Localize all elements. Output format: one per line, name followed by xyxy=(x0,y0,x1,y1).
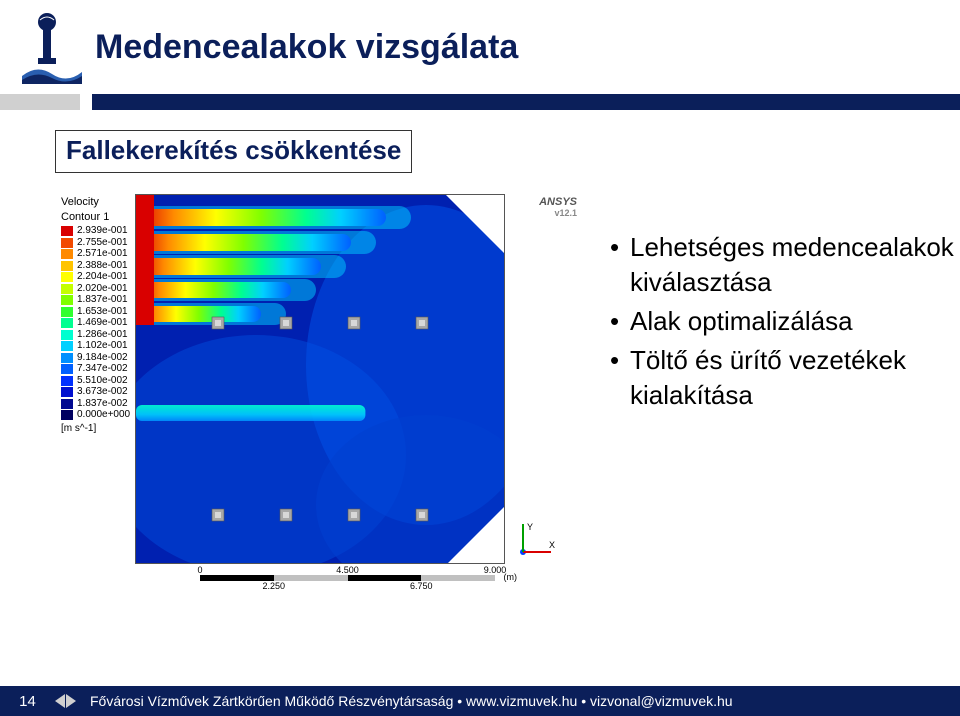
legend-row: 2.020e-001 xyxy=(61,283,130,295)
legend-row: 3.673e-002 xyxy=(61,386,130,398)
company-logo xyxy=(22,12,82,97)
legend-row: 1.469e-001 xyxy=(61,317,130,329)
chart-legend: Velocity Contour 1 2.939e-0012.755e-0012… xyxy=(61,196,130,434)
legend-value: 9.184e-002 xyxy=(77,352,128,364)
legend-row: 2.204e-001 xyxy=(61,271,130,283)
bullet-item: Lehetséges medencealakok kiválasztása xyxy=(610,230,960,300)
legend-value: 2.020e-001 xyxy=(77,283,128,295)
legend-row: 1.286e-001 xyxy=(61,329,130,341)
legend-value: 1.469e-001 xyxy=(77,317,128,329)
footer-nav-arrows[interactable] xyxy=(55,694,76,708)
legend-swatch xyxy=(61,307,73,317)
legend-swatch xyxy=(61,272,73,282)
legend-swatch xyxy=(61,376,73,386)
legend-value: 2.939e-001 xyxy=(77,225,128,237)
legend-value: 1.837e-001 xyxy=(77,294,128,306)
legend-row: 5.510e-002 xyxy=(61,375,130,387)
title-bar-left xyxy=(0,94,80,110)
legend-value: 2.204e-001 xyxy=(77,271,128,283)
chart-software-logo: ANSYS v12.1 xyxy=(539,196,577,218)
software-version: v12.1 xyxy=(539,208,577,218)
legend-value: 1.102e-001 xyxy=(77,340,128,352)
ruler-unit: (m) xyxy=(504,572,518,582)
bullet-list: Lehetséges medencealakok kiválasztása Ala… xyxy=(610,230,960,417)
legend-swatch xyxy=(61,364,73,374)
chart-plot xyxy=(135,194,505,564)
ruler-label: 4.500 xyxy=(336,565,359,575)
legend-value: 3.673e-002 xyxy=(77,386,128,398)
subtitle-text: Fallekerekítés csökkentése xyxy=(66,135,401,165)
legend-title-2: Contour 1 xyxy=(61,211,130,224)
legend-row: 1.837e-002 xyxy=(61,398,130,410)
axis-y-label: Y xyxy=(527,522,533,532)
slide-footer: 14 Fővárosi Vízművek Zártkörűen Működő R… xyxy=(0,686,960,716)
legend-swatch xyxy=(61,261,73,271)
legend-value: 7.347e-002 xyxy=(77,363,128,375)
legend-swatch xyxy=(61,330,73,340)
legend-value: 2.571e-001 xyxy=(77,248,128,260)
legend-swatch xyxy=(61,341,73,351)
chart-axes-triad: X Y xyxy=(515,520,555,560)
legend-swatch xyxy=(61,353,73,363)
page-title: Medencealakok vizsgálata xyxy=(95,28,518,67)
legend-row: 2.571e-001 xyxy=(61,248,130,260)
velocity-contour-chart: Velocity Contour 1 2.939e-0012.755e-0012… xyxy=(55,190,585,620)
title-bar-right xyxy=(92,94,960,110)
ruler-label: 6.750 xyxy=(410,581,433,591)
legend-row: 1.102e-001 xyxy=(61,340,130,352)
chart-scale-ruler: 04.5009.000 (m) 2.2506.750 xyxy=(200,565,495,585)
subtitle-box: Fallekerekítés csökkentése xyxy=(55,130,412,173)
legend-swatch xyxy=(61,410,73,420)
legend-row: 2.388e-001 xyxy=(61,260,130,272)
legend-row: 1.653e-001 xyxy=(61,306,130,318)
legend-row: 9.184e-002 xyxy=(61,352,130,364)
bullet-item: Alak optimalizálása xyxy=(610,304,960,339)
legend-value: 5.510e-002 xyxy=(77,375,128,387)
prev-arrow-icon[interactable] xyxy=(55,694,65,708)
legend-swatch xyxy=(61,318,73,328)
ruler-label: 0 xyxy=(197,565,202,575)
footer-text: Fővárosi Vízművek Zártkörűen Működő Rész… xyxy=(90,693,733,709)
axis-x-label: X xyxy=(549,540,555,550)
legend-title-1: Velocity xyxy=(61,196,130,209)
legend-value: 2.388e-001 xyxy=(77,260,128,272)
legend-swatch xyxy=(61,399,73,409)
legend-row: 2.755e-001 xyxy=(61,237,130,249)
logo-tower-icon xyxy=(32,12,62,67)
legend-value: 1.653e-001 xyxy=(77,306,128,318)
legend-value: 2.755e-001 xyxy=(77,237,128,249)
legend-unit: [m s^-1] xyxy=(61,423,130,435)
legend-row: 0.000e+000 xyxy=(61,409,130,421)
legend-swatch xyxy=(61,295,73,305)
legend-swatch xyxy=(61,387,73,397)
legend-value: 1.837e-002 xyxy=(77,398,128,410)
legend-swatch xyxy=(61,226,73,236)
legend-row: 7.347e-002 xyxy=(61,363,130,375)
legend-value: 1.286e-001 xyxy=(77,329,128,341)
ruler-label: 2.250 xyxy=(262,581,285,591)
page-number: 14 xyxy=(0,693,55,710)
software-name: ANSYS xyxy=(539,196,577,208)
legend-row: 1.837e-001 xyxy=(61,294,130,306)
bullet-item: Töltő és ürítő vezetékek kialakítása xyxy=(610,343,960,413)
legend-swatch xyxy=(61,284,73,294)
legend-swatch xyxy=(61,238,73,248)
legend-swatch xyxy=(61,249,73,259)
logo-wave-icon xyxy=(22,64,82,84)
next-arrow-icon[interactable] xyxy=(66,694,76,708)
legend-value: 0.000e+000 xyxy=(77,409,130,421)
legend-row: 2.939e-001 xyxy=(61,225,130,237)
